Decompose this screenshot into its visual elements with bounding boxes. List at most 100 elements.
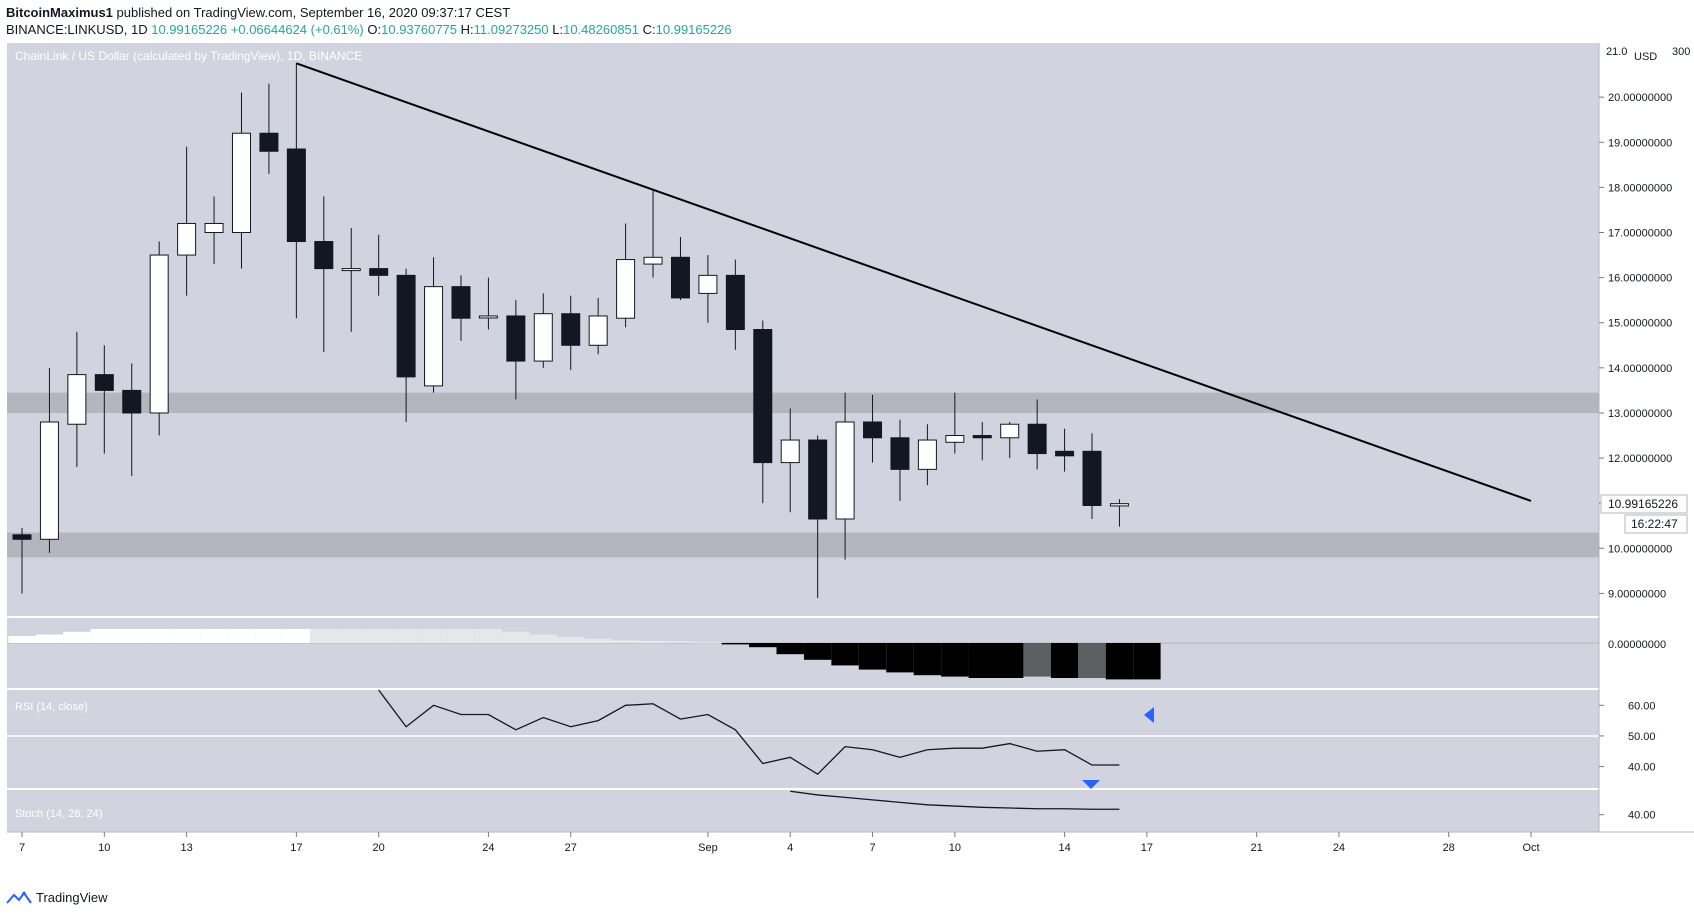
close-value: 10.99165226 (655, 22, 732, 37)
histogram-bar-8 (227, 629, 256, 643)
histogram-bar-5 (145, 629, 173, 643)
candle-body-31 (863, 421, 883, 439)
price-pane-bg (7, 43, 1599, 616)
time-tick-label-2: 13 (180, 842, 192, 854)
histogram-bar-31 (858, 643, 887, 670)
price-tick-label-3: 17.00000000 (1608, 227, 1672, 239)
histogram-bar-28 (776, 643, 804, 655)
candle-body-4 (122, 389, 142, 414)
author-name[interactable]: BitcoinMaximus1 (6, 5, 113, 20)
candle-body-19 (533, 313, 553, 362)
low-label: L: (552, 22, 564, 37)
candle-body-18 (506, 315, 526, 362)
histogram-bar-33 (913, 643, 942, 676)
histogram-bar-32 (886, 643, 914, 673)
scale-label: 300 (1672, 46, 1690, 58)
histogram-bar-17 (474, 629, 503, 643)
stoch-label: Stoch (14, 28, 24) (15, 808, 102, 820)
footer: TradingView (6, 890, 108, 905)
histogram-bar-41 (1133, 643, 1161, 680)
trendline-group[interactable] (296, 62, 1532, 502)
currency-label: USD (1634, 51, 1657, 63)
candle-body-20 (561, 313, 581, 346)
candle-body-28 (780, 439, 800, 464)
candle-body-26 (725, 274, 745, 330)
candle-body-9 (259, 132, 279, 152)
histogram-bar-15 (419, 629, 448, 643)
last-price-box (1600, 494, 1688, 514)
histogram-bar-9 (255, 629, 283, 643)
time-tick-label-16: Oct (1522, 842, 1539, 854)
candle-body-39 (1082, 450, 1102, 506)
stoch-tick-label-0: 40.00 (1628, 810, 1656, 822)
chart-area[interactable]: 60.00 50.00 40.00 40.00 20.00000000 19.0000… (0, 43, 1694, 878)
chart-svg[interactable]: 60.00 50.00 40.00 40.00 20.00000000 19.0000… (0, 43, 1694, 878)
price-axis-top-label: 21.0 (1606, 46, 1627, 58)
histogram-bar-40 (1105, 643, 1134, 680)
histogram-bar-18 (502, 631, 530, 643)
histogram-bar-25 (694, 642, 722, 644)
histogram-bar-20 (557, 636, 585, 643)
high-value: 11.09273250 (473, 22, 549, 37)
histogram-bar-23 (639, 640, 667, 643)
time-tick-label-12: 17 (1141, 842, 1153, 854)
histogram-marker-icon (1144, 707, 1154, 723)
rsi-tick-label-2: 40.00 (1628, 762, 1656, 774)
candle-body-32 (890, 437, 910, 470)
candle-body-3 (94, 374, 114, 391)
candle-body-0 (12, 534, 32, 540)
candle-body-2 (67, 374, 87, 425)
zone-0 (7, 392, 1599, 413)
candle-body-36 (1000, 423, 1020, 439)
histogram-bar-4 (118, 629, 146, 643)
histogram-bar-39 (1078, 643, 1106, 678)
time-tick-label-4: 20 (373, 842, 385, 854)
time-tick-label-14: 24 (1333, 842, 1345, 854)
time-tick-label-6: 27 (565, 842, 577, 854)
rsi-marker-icon (1082, 780, 1100, 789)
histogram-bar-11 (310, 629, 338, 643)
histogram-bar-13 (364, 629, 393, 643)
histogram-bar-35 (968, 643, 996, 678)
histogram-bar-3 (90, 629, 119, 643)
low-value: 10.48260851 (563, 22, 640, 37)
histogram-bar-26 (721, 643, 750, 645)
candle-body-14 (396, 274, 416, 378)
histogram-bar-36 (995, 643, 1024, 678)
histogram-bar-30 (831, 643, 859, 666)
close-label: C: (642, 22, 656, 37)
candles-group (12, 63, 1129, 598)
time-tick-label-15: 28 (1443, 842, 1455, 854)
time-tick-label-13: 21 (1251, 842, 1263, 854)
footer-brand[interactable]: TradingView (36, 890, 108, 905)
price-axis-ticks: 20.00000000 19.00000000 18.00000000 17.0000… (1599, 92, 1672, 600)
price-tick-label-11: 9.00000000 (1608, 588, 1666, 600)
candle-body-12 (341, 268, 361, 272)
candle-body-11 (314, 241, 334, 270)
histogram-bar-0 (8, 636, 36, 643)
histogram-bar-37 (1023, 643, 1051, 677)
histogram-bar-16 (447, 629, 475, 643)
tradingview-logo-icon[interactable] (6, 890, 32, 905)
candle-body-38 (1055, 450, 1075, 457)
open-label: O: (367, 22, 382, 37)
candle-body-15 (424, 286, 444, 387)
zones-group (7, 392, 1599, 558)
histogram-bar-1 (35, 634, 64, 643)
time-tick-label-7: Sep (698, 842, 718, 854)
candle-body-23 (643, 256, 663, 265)
histogram-bar-22 (611, 640, 640, 643)
time-tick-label-11: 14 (1058, 842, 1070, 854)
stoch-group: 40.00 (790, 790, 1656, 822)
candle-body-25 (698, 274, 718, 294)
candle-body-34 (945, 435, 965, 443)
countdown-label: 16:22:47 (1631, 517, 1678, 531)
rsi-pane-bg (7, 690, 1599, 788)
price-tick-label-10: 10.00000000 (1608, 543, 1672, 555)
rsi-tick-label-0: 60.00 (1628, 700, 1656, 712)
symbol-line: BINANCE:LINKUSD, 1D (6, 22, 148, 37)
ohlc-line: BINANCE:LINKUSD, 1D 10.99165226 +0.06644… (6, 22, 732, 37)
stoch-line (790, 790, 1120, 810)
histogram-bar-6 (172, 629, 201, 643)
open-value: 10.93760775 (381, 22, 458, 37)
